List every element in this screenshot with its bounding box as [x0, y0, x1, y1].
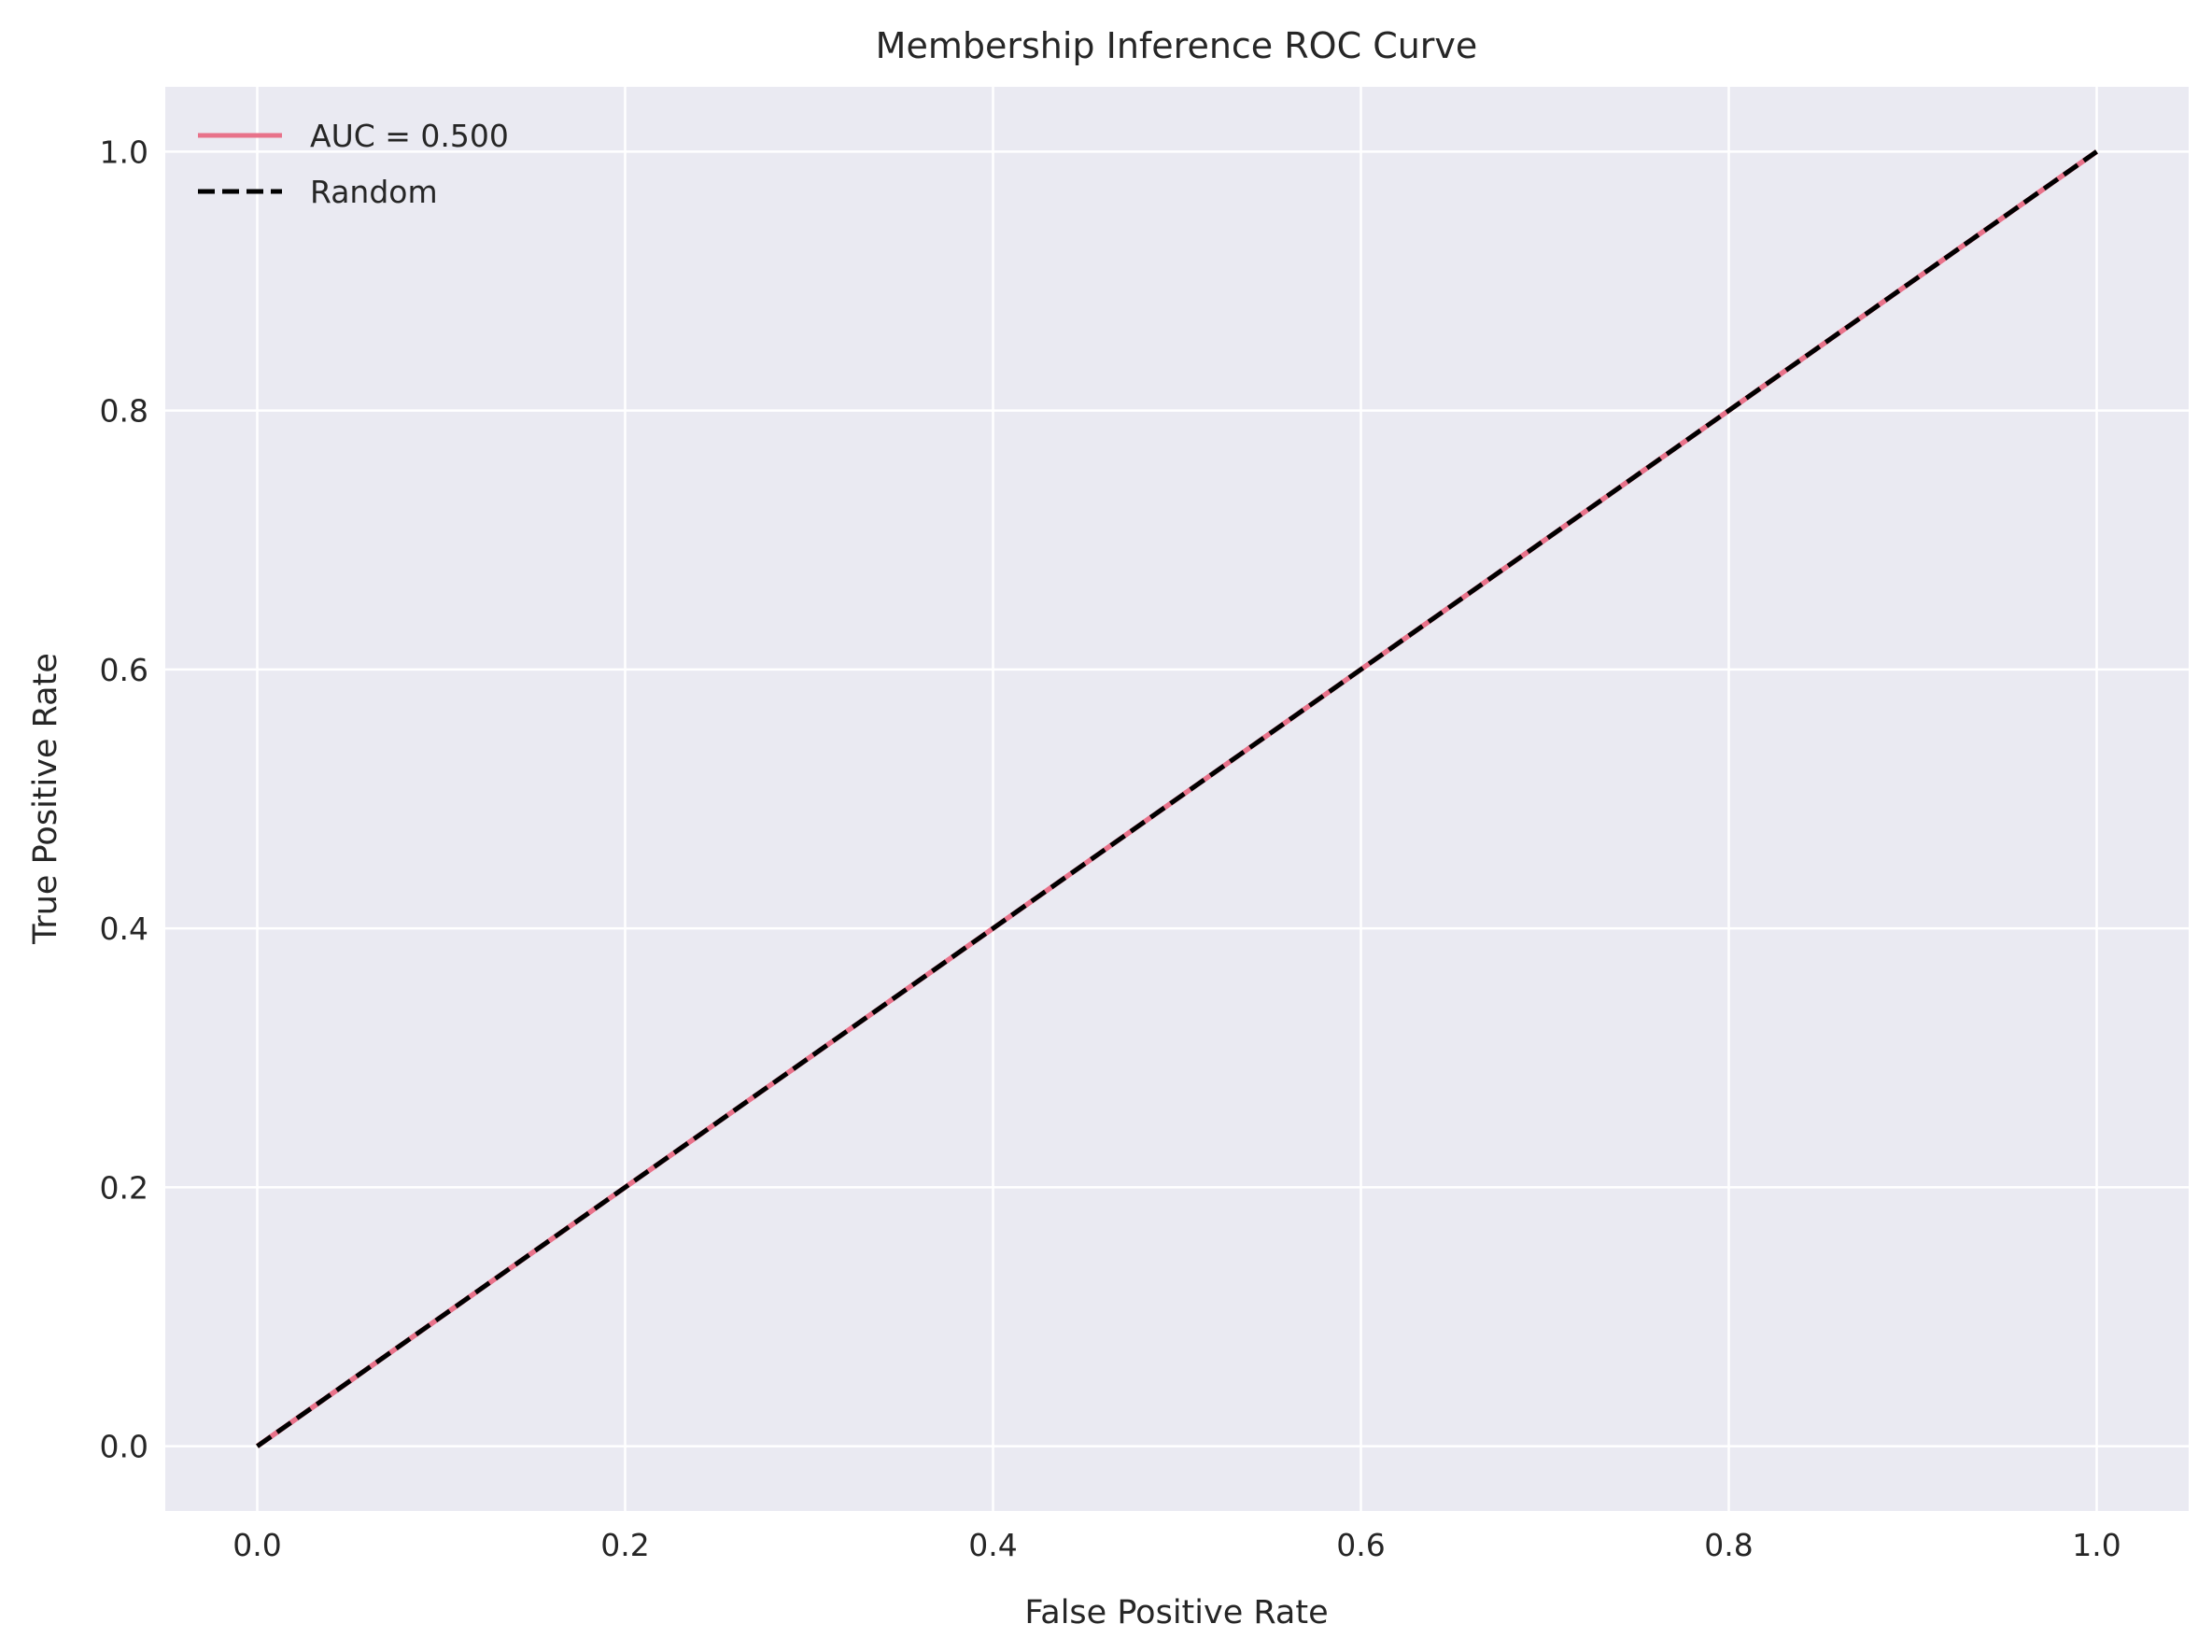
random-baseline-line	[256, 149, 2098, 1448]
x-tick-label: 0.4	[968, 1527, 1017, 1563]
legend-label-auc: AUC = 0.500	[310, 118, 509, 154]
grid-lines	[165, 87, 2189, 1511]
y-tick-label: 0.2	[100, 1169, 148, 1206]
chart-title: Membership Inference ROC Curve	[876, 25, 1478, 66]
y-tick-label: 0.4	[100, 911, 148, 947]
y-tick-label: 1.0	[100, 134, 148, 170]
series-layer	[255, 149, 2099, 1448]
x-axis-label: False Positive Rate	[1024, 1594, 1328, 1631]
legend-label-random: Random	[310, 174, 438, 210]
y-axis-label: True Positive Rate	[27, 653, 64, 945]
y-tick-label: 0.8	[100, 393, 148, 430]
x-tick-labels: 0.0 0.2 0.4 0.6 0.8 1.0	[232, 1527, 2120, 1563]
x-tick-label: 0.2	[600, 1527, 649, 1563]
legend: AUC = 0.500 Random	[198, 118, 509, 210]
y-tick-labels: 0.0 0.2 0.4 0.6 0.8 1.0	[100, 134, 148, 1464]
y-tick-label: 0.6	[100, 652, 148, 688]
x-tick-label: 0.6	[1336, 1527, 1385, 1563]
x-tick-label: 1.0	[2072, 1527, 2120, 1563]
x-tick-label: 0.0	[232, 1527, 281, 1563]
x-tick-label: 0.8	[1704, 1527, 1753, 1563]
y-tick-label: 0.0	[100, 1429, 148, 1465]
